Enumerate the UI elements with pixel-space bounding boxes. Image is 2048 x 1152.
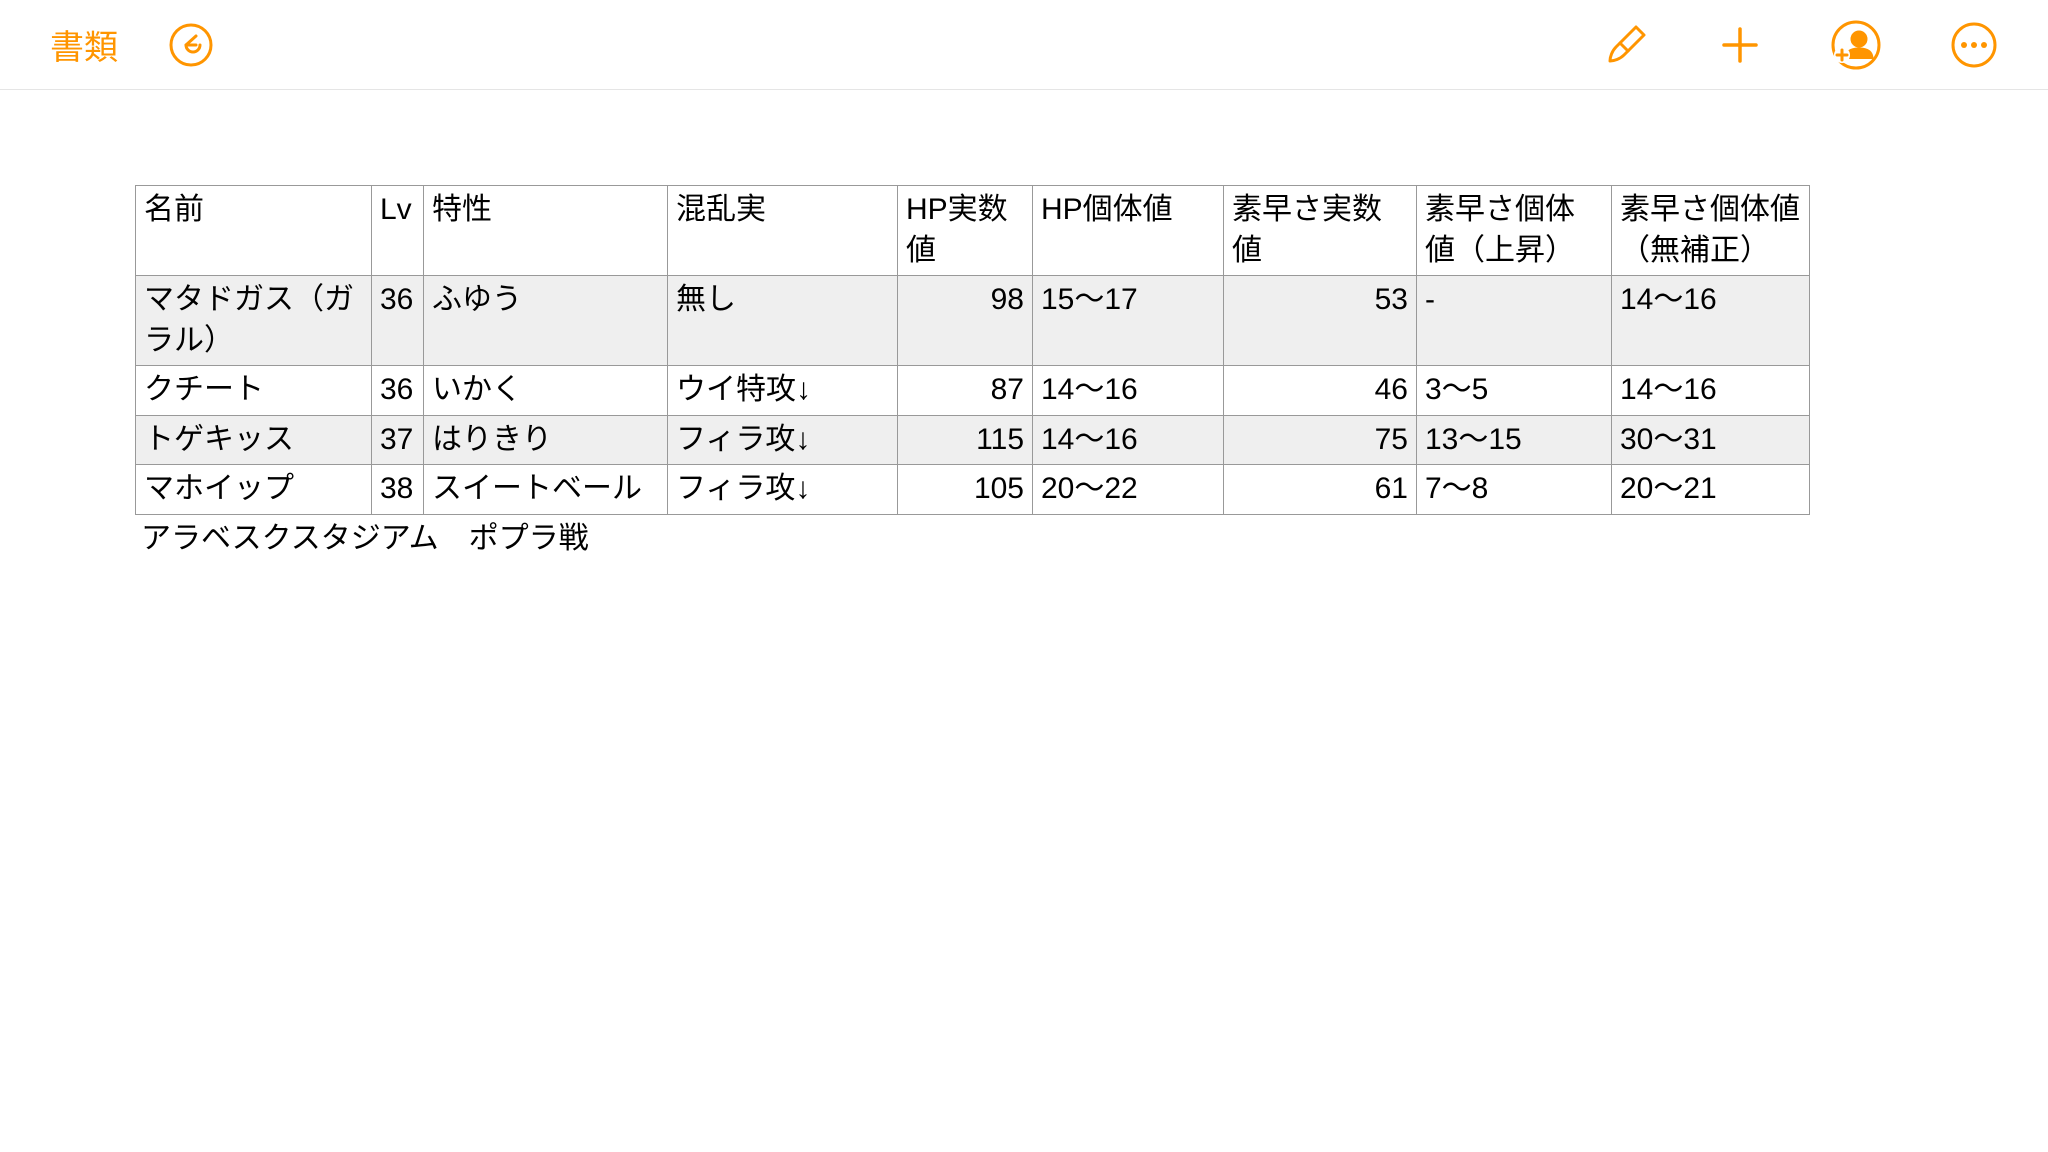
cell-name: マタドガス（ガラル）: [136, 276, 372, 366]
cell-hp-val: 115: [898, 415, 1033, 465]
table-header: 名前 Lv 特性 混乱実 HP実数値 HP個体値 素早さ実数値 素早さ個体値（上…: [136, 186, 1810, 276]
toolbar-right: [1602, 19, 1998, 71]
header-spd-neutral: 素早さ個体値（無補正）: [1612, 186, 1810, 276]
format-button[interactable]: [1602, 21, 1650, 69]
cell-spd-val: 53: [1224, 276, 1417, 366]
add-button[interactable]: [1718, 23, 1762, 67]
cell-spd-neutral: 14〜16: [1612, 276, 1810, 366]
cell-hp-iv: 14〜16: [1033, 415, 1224, 465]
cell-spd-val: 46: [1224, 366, 1417, 416]
cell-ability: スイートベール: [424, 465, 668, 515]
cell-spd-neutral: 20〜21: [1612, 465, 1810, 515]
header-berry: 混乱実: [668, 186, 898, 276]
document-content: 名前 Lv 特性 混乱実 HP実数値 HP個体値 素早さ実数値 素早さ個体値（上…: [0, 90, 2048, 563]
cell-hp-iv: 20〜22: [1033, 465, 1224, 515]
header-hp-iv: HP個体値: [1033, 186, 1224, 276]
cell-name: クチート: [136, 366, 372, 416]
table-row: マホイップ 38 スイートベール フィラ攻↓ 105 20〜22 61 7〜8 …: [136, 465, 1810, 515]
cell-lv: 36: [372, 276, 424, 366]
cell-spd-up: -: [1417, 276, 1612, 366]
more-button[interactable]: [1950, 21, 1998, 69]
cell-name: マホイップ: [136, 465, 372, 515]
undo-icon: [168, 22, 214, 68]
header-lv: Lv: [372, 186, 424, 276]
cell-berry: ウイ特攻↓: [668, 366, 898, 416]
cell-spd-up: 3〜5: [1417, 366, 1612, 416]
cell-spd-up: 13〜15: [1417, 415, 1612, 465]
cell-berry: フィラ攻↓: [668, 465, 898, 515]
undo-button[interactable]: [168, 22, 214, 68]
cell-lv: 36: [372, 366, 424, 416]
brush-icon: [1602, 21, 1650, 69]
ellipsis-icon: [1950, 21, 1998, 69]
cell-spd-val: 61: [1224, 465, 1417, 515]
plus-icon: [1718, 23, 1762, 67]
cell-spd-neutral: 14〜16: [1612, 366, 1810, 416]
pokemon-table: 名前 Lv 特性 混乱実 HP実数値 HP個体値 素早さ実数値 素早さ個体値（上…: [135, 185, 1810, 515]
table-row: トゲキッス 37 はりきり フィラ攻↓ 115 14〜16 75 13〜15 3…: [136, 415, 1810, 465]
cell-hp-val: 105: [898, 465, 1033, 515]
cell-spd-neutral: 30〜31: [1612, 415, 1810, 465]
cell-hp-val: 87: [898, 366, 1033, 416]
header-ability: 特性: [424, 186, 668, 276]
cell-hp-val: 98: [898, 276, 1033, 366]
cell-lv: 37: [372, 415, 424, 465]
header-spd-val: 素早さ実数値: [1224, 186, 1417, 276]
cell-ability: ふゆう: [424, 276, 668, 366]
add-person-icon: [1830, 19, 1882, 71]
cell-lv: 38: [372, 465, 424, 515]
header-spd-up: 素早さ個体値（上昇）: [1417, 186, 1612, 276]
collaborate-button[interactable]: [1830, 19, 1882, 71]
toolbar: 書類: [0, 0, 2048, 90]
cell-spd-up: 7〜8: [1417, 465, 1612, 515]
cell-berry: 無し: [668, 276, 898, 366]
header-hp-val: HP実数値: [898, 186, 1033, 276]
documents-button[interactable]: 書類: [50, 20, 118, 69]
cell-ability: いかく: [424, 366, 668, 416]
table-caption: アラベスクスタジアム ポプラ戦: [135, 515, 1913, 564]
cell-spd-val: 75: [1224, 415, 1417, 465]
cell-name: トゲキッス: [136, 415, 372, 465]
header-name: 名前: [136, 186, 372, 276]
table-row: マタドガス（ガラル） 36 ふゆう 無し 98 15〜17 53 - 14〜16: [136, 276, 1810, 366]
table-body: マタドガス（ガラル） 36 ふゆう 無し 98 15〜17 53 - 14〜16…: [136, 276, 1810, 515]
cell-hp-iv: 14〜16: [1033, 366, 1224, 416]
cell-ability: はりきり: [424, 415, 668, 465]
cell-hp-iv: 15〜17: [1033, 276, 1224, 366]
cell-berry: フィラ攻↓: [668, 415, 898, 465]
table-row: クチート 36 いかく ウイ特攻↓ 87 14〜16 46 3〜5 14〜16: [136, 366, 1810, 416]
toolbar-left: 書類: [50, 20, 214, 69]
